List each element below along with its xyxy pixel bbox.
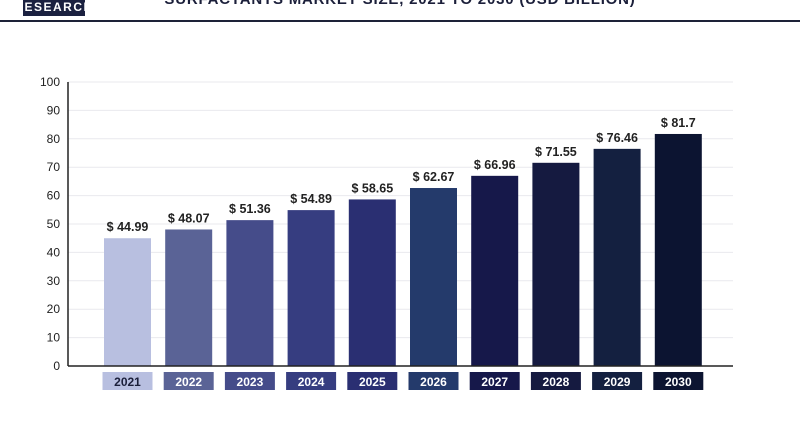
bars: [104, 133, 702, 366]
x-tick-label: 2026: [420, 375, 447, 389]
data-label: $ 58.65: [351, 181, 393, 195]
bar: [471, 175, 519, 366]
data-label: $ 62.67: [413, 170, 455, 184]
y-tick-label: 70: [47, 160, 61, 174]
bar: [104, 238, 151, 366]
y-tick-label: 60: [47, 189, 61, 203]
x-tick-badge: [653, 372, 704, 390]
data-label: $ 54.89: [290, 192, 332, 206]
x-tick-badge: [102, 372, 153, 390]
x-tick-label: 2023: [237, 375, 264, 389]
bar: [410, 188, 457, 366]
x-tick-label: 2030: [665, 375, 692, 389]
data-label: $ 51.36: [229, 202, 271, 216]
data-labels: $ 44.99 $ 48.07 $ 51.36 $ 54.89 $ 58.65 $ 62.…: [107, 116, 696, 234]
x-tick-label: 2029: [604, 375, 631, 389]
data-label: $ 66.96: [474, 158, 516, 172]
data-label: $ 81.7: [661, 116, 696, 130]
x-tick-badge: [530, 372, 581, 390]
x-tick-label: 2022: [175, 375, 202, 389]
bar: [532, 162, 580, 366]
bar: [654, 133, 702, 366]
y-tick-label: 90: [47, 103, 61, 117]
y-tick-label: 30: [47, 274, 61, 288]
y-tick-label: 80: [47, 132, 61, 146]
y-tick-label: 0: [53, 359, 60, 373]
bar: [287, 210, 335, 366]
data-label: $ 76.46: [596, 131, 638, 145]
bar: [348, 199, 396, 366]
data-label: $ 44.99: [107, 220, 149, 234]
x-tick-label: 2025: [359, 375, 386, 389]
data-label: $ 48.07: [168, 211, 210, 225]
x-tick-badge: [286, 372, 337, 390]
y-tick-label: 50: [47, 217, 61, 231]
y-axis-ticks: 0 10 20 30 40 50 60 70 80 90 100: [40, 75, 60, 373]
bar: [226, 220, 274, 366]
x-axis-ticks: 2021 2022 2023 2024 2025 2026 2027 2028 2029 2030: [102, 372, 704, 390]
header-bar: RESEARCH SURFACTANTS MARKET SIZE, 2021 T…: [0, 0, 800, 22]
y-tick-label: 40: [47, 245, 61, 259]
x-tick-label: 2024: [298, 375, 325, 389]
y-tick-label: 100: [40, 75, 60, 89]
x-tick-badge: [469, 372, 520, 390]
x-tick-label: 2021: [114, 375, 141, 389]
data-label: $ 71.55: [535, 145, 577, 159]
bar: [165, 229, 213, 366]
y-tick-label: 20: [47, 302, 61, 316]
x-tick-label: 2027: [481, 375, 508, 389]
x-tick-badge: [347, 372, 398, 390]
y-tick-label: 10: [47, 331, 61, 345]
brand-logo: RESEARCH: [14, 0, 92, 16]
x-tick-badge: [163, 372, 214, 390]
x-tick-label: 2028: [543, 375, 570, 389]
x-tick-badge: [224, 372, 275, 390]
bar: [593, 148, 641, 366]
x-tick-badge: [592, 372, 643, 390]
chart-title: SURFACTANTS MARKET SIZE, 2021 TO 2030 (U…: [0, 0, 800, 8]
x-tick-badge: [408, 372, 459, 390]
